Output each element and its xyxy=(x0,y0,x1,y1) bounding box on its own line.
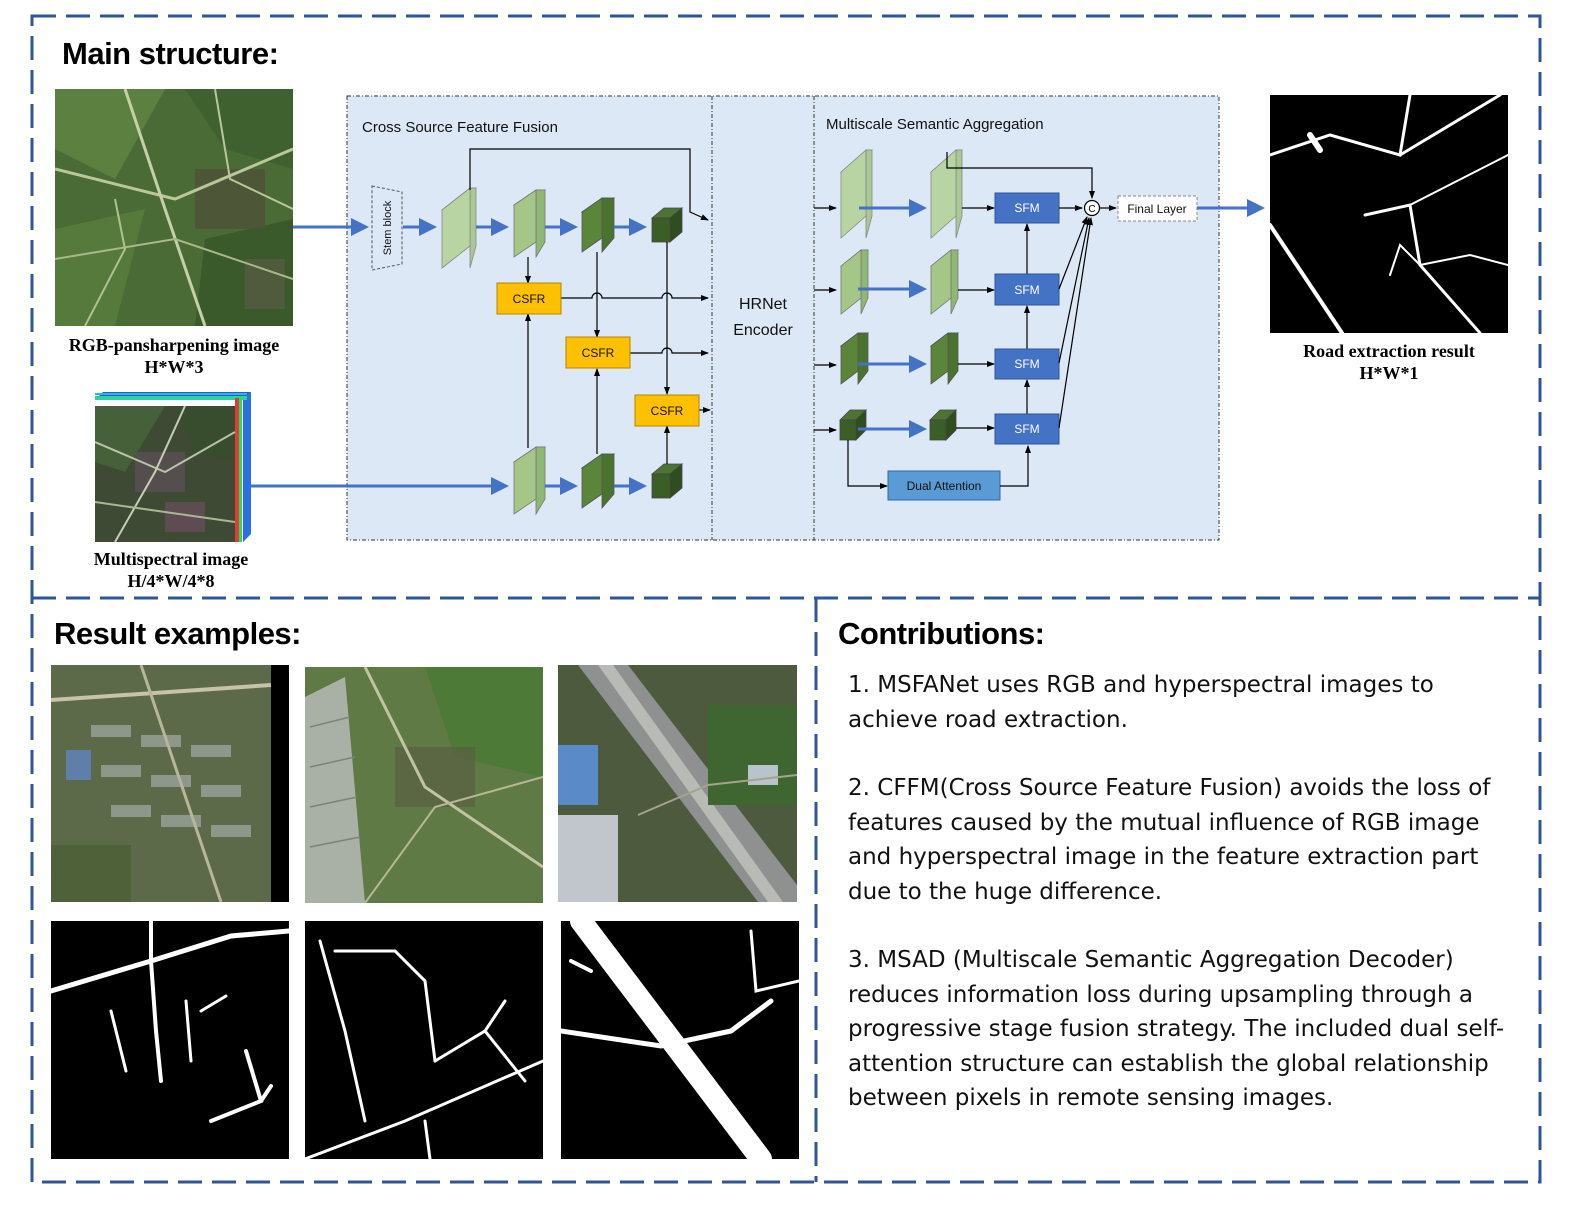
msa-skip-line xyxy=(946,152,1095,199)
result-caption-line2: H*W*1 xyxy=(1359,363,1419,383)
csfr1-output xyxy=(561,292,709,301)
cffm-rgb-feature-1 xyxy=(440,187,478,269)
architecture-diagram: Cross Source Feature Fusion Multiscale S… xyxy=(251,95,1265,541)
msa-feature-3b xyxy=(929,332,960,386)
msa-title: Multiscale Semantic Aggregation xyxy=(826,116,1044,133)
ms-caption-line1: Multispectral image xyxy=(93,549,249,569)
hrnet-label-line2: Encoder xyxy=(733,322,793,339)
result-example-rgb-1 xyxy=(51,665,289,902)
csfr-label-2: CSFR xyxy=(582,346,615,360)
msa-feature-1a xyxy=(839,149,874,239)
rgb-caption-line1: RGB-pansharpening image xyxy=(68,335,280,355)
result-examples-heading: Result examples: xyxy=(54,616,302,651)
concat-node xyxy=(1083,199,1101,217)
multispectral-image-caption: Multispectral image H/4*W/4*8 xyxy=(60,548,282,592)
cffm-rgb-feature-4 xyxy=(650,207,684,243)
sfm3-to-concat xyxy=(1058,217,1091,364)
msa-feature-2b xyxy=(929,249,960,315)
sfm-label-1: SFM xyxy=(1014,201,1039,215)
sfm4-to-concat xyxy=(1058,217,1093,429)
csfr-label-3: CSFR xyxy=(651,404,684,418)
dual-attention-to-sfm xyxy=(1000,445,1031,487)
result-example-mask-3 xyxy=(561,921,799,1159)
sfm-box-1 xyxy=(994,192,1060,224)
result-example-rgb-3 xyxy=(558,665,797,902)
cffm-rgb-feature-3 xyxy=(580,197,616,254)
cffm-ms-feature-2 xyxy=(512,446,547,516)
cffm-ms-feature-4 xyxy=(650,463,684,499)
hrnet-label-line1: HRNet xyxy=(739,296,788,313)
sfm2-to-concat xyxy=(1058,216,1088,290)
rgb-caption-line2: H*W*3 xyxy=(144,357,204,377)
contribution-item-1: 1. MSFANet uses RGB and hyperspectral im… xyxy=(848,672,1434,733)
multispectral-input-image xyxy=(95,392,251,542)
contributions-heading: Contributions: xyxy=(838,616,1045,651)
sfm-box-4 xyxy=(994,413,1060,445)
rgb-input-image xyxy=(55,89,293,326)
result-example-mask-2 xyxy=(305,921,543,1159)
sfm-label-4: SFM xyxy=(1014,422,1039,436)
rgb-image-caption: RGB-pansharpening image H*W*3 xyxy=(40,334,308,378)
contribution-item-3: 3. MSAD (Multiscale Semantic Aggregation… xyxy=(848,947,1505,1111)
csfr2-output xyxy=(630,347,709,356)
sfm-box-3 xyxy=(994,348,1060,380)
stem-block-label: Stem block xyxy=(382,200,394,255)
dual-attention-box xyxy=(887,470,1001,501)
road-result-caption: Road extraction result H*W*1 xyxy=(1260,340,1518,384)
sfm-label-2: SFM xyxy=(1014,283,1039,297)
cffm-skip-line xyxy=(469,148,709,221)
csfr-box-3 xyxy=(634,394,700,427)
sfm-box-2 xyxy=(994,273,1060,306)
csfr-box-2 xyxy=(565,336,631,369)
diagram-panel xyxy=(346,95,1220,541)
contributions-list: 1. MSFANet uses RGB and hyperspectral im… xyxy=(848,668,1510,1150)
result-example-mask-1 xyxy=(51,921,289,1159)
final-layer-label: Final Layer xyxy=(1127,202,1186,216)
contribution-item-2: 2. CFFM(Cross Source Feature Fusion) avo… xyxy=(848,775,1491,905)
road-extraction-result-image xyxy=(1270,95,1508,333)
msa-feature-4a xyxy=(839,409,867,441)
concat-label: C xyxy=(1088,204,1095,215)
final-layer-box xyxy=(1117,195,1198,222)
csfr-label-1: CSFR xyxy=(513,292,546,306)
dual-attention-input xyxy=(847,440,888,489)
ms-caption-line2: H/4*W/4*8 xyxy=(127,571,215,591)
dual-attention-label: Dual Attention xyxy=(907,479,982,493)
msa-feature-3a xyxy=(839,332,870,386)
result-example-rgb-2 xyxy=(305,667,543,903)
sfm-label-3: SFM xyxy=(1014,357,1039,371)
cffm-title: Cross Source Feature Fusion xyxy=(362,119,558,136)
csfr-box-1 xyxy=(496,282,562,315)
cffm-rgb-feature-2 xyxy=(512,189,547,259)
main-structure-heading: Main structure: xyxy=(62,36,279,71)
msa-feature-2a xyxy=(839,249,870,315)
cffm-ms-feature-3 xyxy=(580,453,616,510)
msa-feature-4b xyxy=(929,409,957,441)
result-caption-line1: Road extraction result xyxy=(1303,341,1475,361)
stem-block xyxy=(371,185,403,271)
